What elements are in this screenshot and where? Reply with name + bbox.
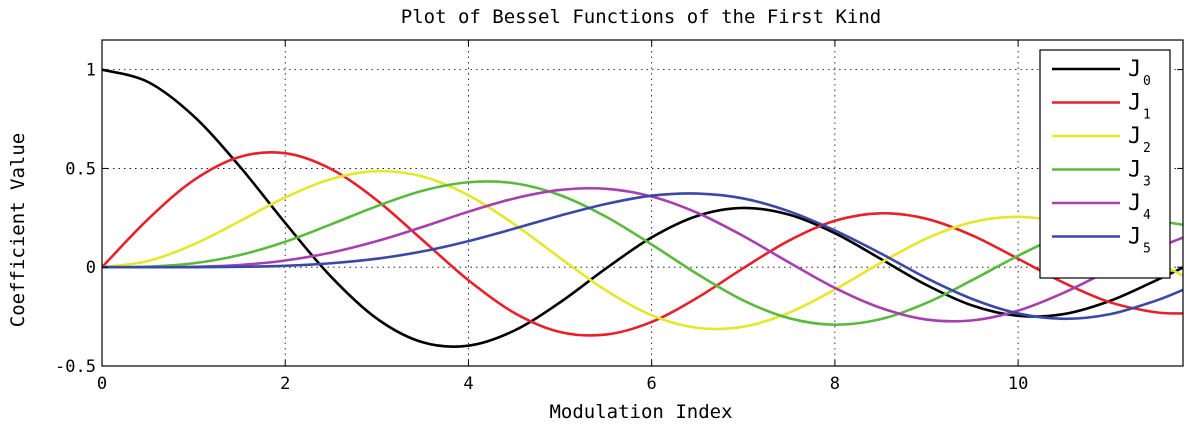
series-line-j1 <box>101 151 1184 337</box>
x-tick-label: 6 <box>647 374 657 394</box>
x-axis-label: Modulation Index <box>549 401 732 423</box>
legend-subscript-j2: 2 <box>1143 141 1151 156</box>
y-axis-label: Coefficient Value <box>7 133 29 327</box>
x-tick-label: 8 <box>830 374 840 394</box>
legend-subscript-j3: 3 <box>1143 175 1151 190</box>
legend-box <box>1039 49 1171 279</box>
grid <box>102 40 1183 366</box>
plot-frame <box>101 39 1184 367</box>
legend-label-j2: J <box>1128 124 1141 149</box>
y-tick-label: 0.5 <box>65 159 96 179</box>
y-tick-label: 0 <box>86 258 96 278</box>
series-line-j2 <box>101 169 1184 331</box>
x-tick-label: 4 <box>463 374 473 394</box>
legend-subscript-j5: 5 <box>1143 242 1151 257</box>
y-tick-label: 1 <box>86 61 96 81</box>
legend-label-j3: J <box>1128 158 1141 183</box>
legend-subscript-j0: 0 <box>1143 74 1151 89</box>
legend-label-j5: J <box>1128 225 1141 250</box>
legend: J 0J 1J 2J 3J 4J 5 <box>1039 49 1171 279</box>
legend-label-j0: J <box>1128 57 1141 82</box>
x-tick-label: 10 <box>1008 374 1028 394</box>
series-group <box>101 68 1184 348</box>
series-line-j5 <box>101 192 1184 321</box>
legend-label-j1: J <box>1128 91 1141 116</box>
series-line-j3 <box>101 180 1184 327</box>
axis-ticks: 0 2 4 6 8 10-0.500.51 <box>55 40 1183 394</box>
legend-label-j4: J <box>1128 191 1141 216</box>
x-tick-label: 2 <box>280 374 290 394</box>
chart-title: Plot of Bessel Functions of the First Ki… <box>401 6 881 28</box>
y-tick-label: -0.5 <box>55 357 96 377</box>
legend-subscript-j1: 1 <box>1143 108 1151 123</box>
x-tick-label: 0 <box>97 374 107 394</box>
series-line-j0 <box>101 68 1184 348</box>
legend-subscript-j4: 4 <box>1143 208 1151 223</box>
